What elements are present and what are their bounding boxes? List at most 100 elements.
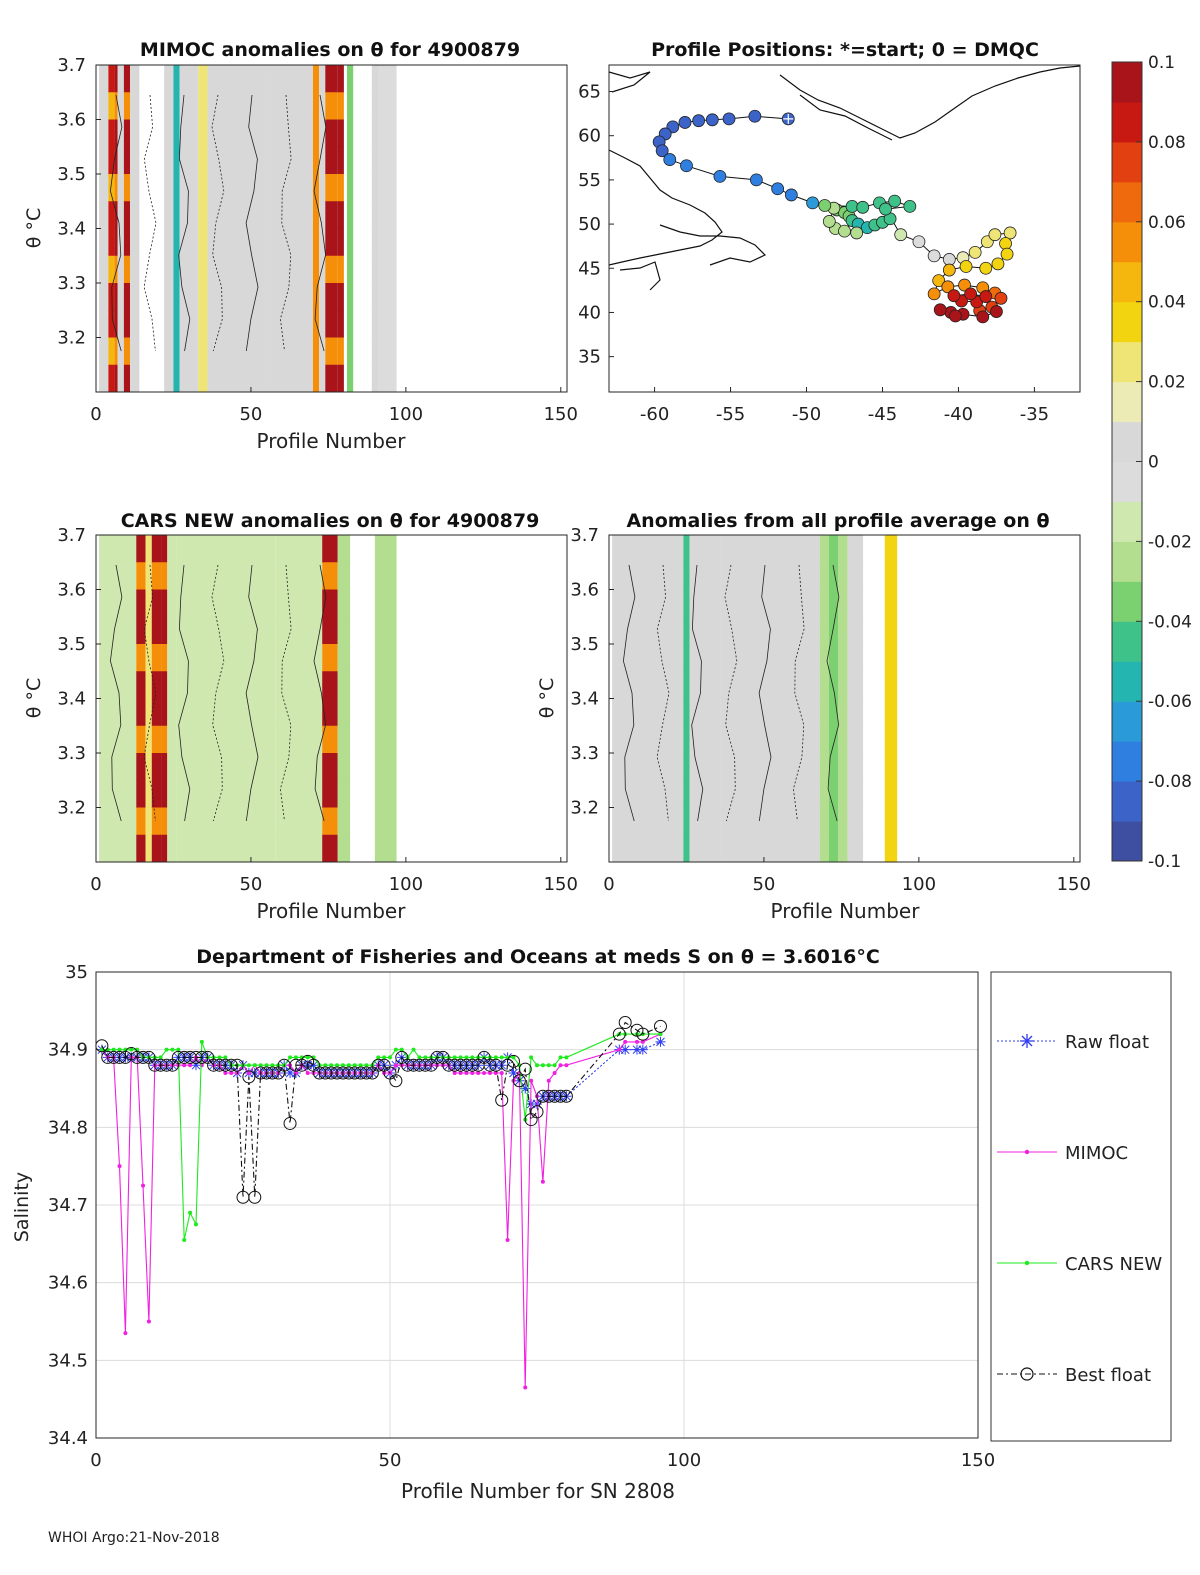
heatmap-cell (117, 174, 124, 202)
y-tick-label: 34.6 (48, 1273, 88, 1294)
y-tick-label: 34.7 (48, 1195, 88, 1216)
heatmap-cell (325, 65, 332, 93)
heatmap-cell (331, 201, 338, 229)
heatmap-cell (99, 807, 137, 836)
heatmap-cell (312, 201, 320, 229)
heatmap-cell (114, 283, 118, 311)
series-point-best-float (418, 1058, 432, 1072)
avg-panel: Anomalies from all profile average on θ … (536, 510, 1091, 923)
heatmap-cell (176, 535, 251, 563)
heatmap-cell (331, 283, 338, 311)
y-tick-label: 3.6 (57, 580, 86, 601)
heatmap-cell (337, 201, 344, 229)
series-point-mimoc (546, 1078, 551, 1083)
contour-line (622, 564, 636, 822)
series-point-cars-new (188, 1210, 193, 1215)
colorbar-cell (1112, 461, 1142, 502)
heatmap-cell (114, 228, 118, 257)
colorbar-tick-label: 0.08 (1148, 133, 1186, 153)
heatmap-cell (266, 92, 313, 120)
series-point-best-float (518, 1062, 532, 1076)
y-tick-label: 3.7 (570, 525, 599, 546)
heatmap-cell (164, 310, 174, 338)
series-point-mimoc (305, 1070, 310, 1075)
heatmap-cell (331, 255, 338, 284)
heatmap-cell (322, 616, 338, 645)
position-marker (771, 182, 785, 196)
heatmap-cell (198, 119, 208, 148)
series-point-cars-new (170, 1047, 175, 1052)
heatmap-cell (838, 589, 848, 618)
heatmap-cell (130, 255, 140, 284)
heatmap-cell (250, 562, 276, 590)
heatmap-cell (117, 92, 124, 120)
position-marker (818, 199, 832, 212)
series-point-cars-new (540, 1063, 545, 1068)
heatmap-cell (167, 834, 177, 863)
heatmap-cell (720, 807, 820, 836)
heatmap-cell (99, 201, 109, 229)
heatmap-cell (99, 671, 137, 699)
heatmap-cell (99, 616, 137, 645)
y-tick-label: 3.3 (57, 273, 86, 294)
series-point-best-float (512, 1074, 526, 1088)
heatmap-cell (117, 364, 124, 393)
heatmap-cell (319, 228, 326, 257)
heatmap-cell (176, 671, 251, 699)
mimoc-x-label: Profile Number (257, 429, 407, 453)
heatmap-cell (173, 119, 180, 148)
heatmap-cell (179, 146, 199, 175)
heatmap-cell (829, 753, 839, 781)
series-point-cars-new (199, 1039, 204, 1044)
heatmap-cell (99, 255, 109, 284)
heatmap-cell (847, 807, 864, 836)
position-marker (678, 116, 692, 129)
heatmap-cell (377, 364, 397, 393)
baffin-coast (608, 71, 651, 93)
series-point-mimoc (640, 1039, 645, 1044)
heatmap-cell (99, 337, 109, 366)
heatmap-cell (114, 201, 118, 229)
heatmap-cell (377, 92, 397, 120)
heatmap-cell (374, 753, 397, 781)
series-point-raw-float (190, 1060, 201, 1071)
heatmap-cell (123, 228, 131, 257)
heatmap-cell (198, 337, 208, 366)
series-point-cars-new (264, 1063, 269, 1068)
colorbar-cell (1112, 301, 1142, 343)
heatmap-cell (374, 562, 397, 590)
heatmap-cell (136, 780, 146, 808)
colorbar-cell (1112, 261, 1142, 303)
heatmap-cell (173, 337, 180, 366)
series-point-mimoc (634, 1039, 639, 1044)
y-tick-label: 3.7 (57, 525, 86, 546)
positions-panel: Profile Positions: *=start; 0 = DMQC -60… (578, 39, 1081, 425)
heatmap-cell (275, 807, 323, 836)
heatmap-cell (639, 562, 684, 590)
heatmap-cell (331, 65, 338, 93)
heatmap-cell (114, 364, 118, 393)
position-marker (680, 159, 693, 173)
heatmap-cell (312, 337, 320, 366)
heatmap-cell (198, 228, 208, 257)
series-point-cars-new (176, 1047, 181, 1052)
heatmap-cell (325, 283, 332, 311)
series-point-cars-new (364, 1063, 369, 1068)
position-marker (933, 303, 947, 317)
series-point-cars-new (558, 1055, 563, 1060)
heatmap-cell (164, 337, 174, 366)
heatmap-cell (136, 753, 146, 781)
heatmap-cell (99, 65, 109, 93)
y-tick-label: 3.5 (57, 634, 86, 655)
heatmap-cell (829, 535, 839, 563)
heatmap-cell (819, 589, 830, 618)
colorbar-cell (1112, 621, 1142, 662)
series-point-cars-new (346, 1063, 351, 1068)
heatmap-cell (275, 562, 323, 590)
heatmap-cell (337, 255, 344, 284)
heatmap-cell (99, 364, 109, 393)
heatmap-cell (720, 562, 820, 590)
heatmap-cell (346, 255, 354, 284)
heatmap-cell (374, 616, 397, 645)
